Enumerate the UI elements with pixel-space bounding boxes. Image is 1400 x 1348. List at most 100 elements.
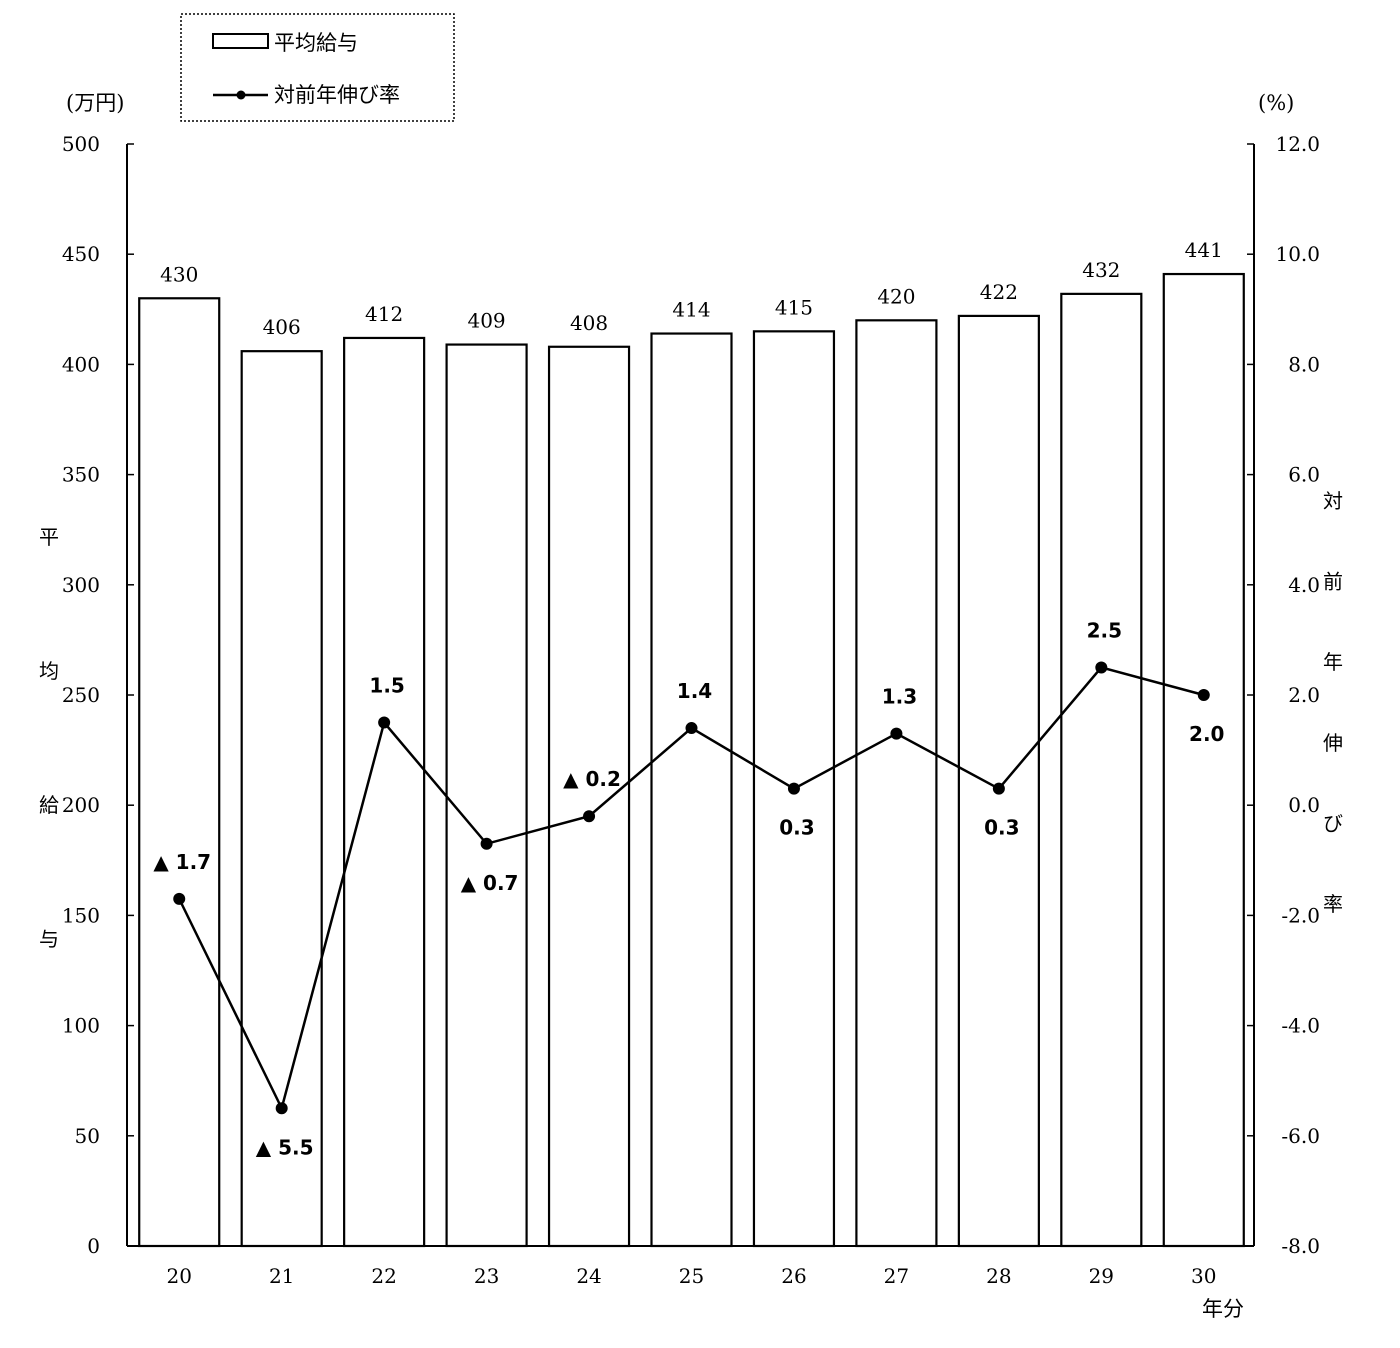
right-axis-title-char: 前 xyxy=(1323,570,1343,594)
right-axis-unit: (%) xyxy=(1258,91,1294,115)
right-axis-title-char: 率 xyxy=(1323,892,1343,916)
right-axis-title-char: 年 xyxy=(1323,650,1343,674)
bar xyxy=(240,350,323,1248)
right-axis-tick-label: 6.0 xyxy=(1288,463,1320,487)
left-axis-tick-label: 400 xyxy=(62,352,100,376)
x-axis-tick-label: 21 xyxy=(269,1264,294,1288)
data-label: 1.3 xyxy=(882,685,917,709)
bar-value-label: 406 xyxy=(263,315,301,339)
x-axis-tick-label: 30 xyxy=(1191,1264,1216,1288)
legend-label-line: 対前年伸び率 xyxy=(274,83,400,107)
right-axis-title-char: 対 xyxy=(1323,489,1343,513)
bar xyxy=(650,332,733,1248)
x-axis-tick-label: 24 xyxy=(576,1264,601,1288)
left-axis-tick-label: 100 xyxy=(62,1014,100,1038)
x-axis-tick-label: 29 xyxy=(1089,1264,1114,1288)
data-label: 2.5 xyxy=(1087,618,1122,642)
bar-value-label: 412 xyxy=(365,302,403,326)
legend-label-bar: 平均給与 xyxy=(274,31,358,55)
bar-value-label: 409 xyxy=(467,309,505,333)
left-axis-tick-label: 300 xyxy=(62,573,100,597)
bar xyxy=(138,297,221,1248)
data-label: 2.0 xyxy=(1189,722,1224,746)
right-axis-tick-label: 8.0 xyxy=(1288,352,1320,376)
data-point xyxy=(1197,689,1210,701)
left-axis-title-char: 与 xyxy=(39,927,59,951)
left-axis-tick-label: 0 xyxy=(87,1234,100,1258)
left-axis-title-char: 給 xyxy=(39,793,59,817)
right-axis-tick-label: 0.0 xyxy=(1288,793,1320,817)
left-axis: 0 50 100 150 200 250 300 350 400 450 500 xyxy=(62,132,134,1258)
data-label: ▲ 5.5 xyxy=(256,1135,314,1159)
right-axis-tick-label: -2.0 xyxy=(1281,903,1320,927)
bar-value-label: 414 xyxy=(672,298,710,322)
bar-value-label: 422 xyxy=(980,280,1018,304)
left-axis-tick-label: 450 xyxy=(62,242,100,266)
x-axis-tick-label: 25 xyxy=(679,1264,704,1288)
bar xyxy=(1162,272,1245,1248)
data-point xyxy=(1095,661,1108,674)
data-label: 0.3 xyxy=(779,816,814,840)
right-axis-tick-label: 12.0 xyxy=(1275,132,1320,156)
x-axis-tick-labels: 20 21 22 23 24 25 26 27 28 29 30 xyxy=(167,1264,1217,1288)
data-point xyxy=(890,727,903,740)
data-point xyxy=(992,782,1005,795)
bar xyxy=(957,314,1040,1248)
bar xyxy=(343,336,426,1248)
right-axis-tick-label: -4.0 xyxy=(1281,1014,1320,1038)
right-axis-tick-label: 2.0 xyxy=(1288,683,1320,707)
x-axis-tick-label: 22 xyxy=(371,1264,396,1288)
x-axis-tick-label: 26 xyxy=(781,1264,806,1288)
line-series: ▲ 1.7 ▲ 5.5 1.5 ▲ 0.7 ▲ 0.2 1.4 0.3 1.3 0.3 2.5 2.… xyxy=(153,618,1224,1159)
x-axis-tick-label: 27 xyxy=(884,1264,909,1288)
bar-value-label: 441 xyxy=(1185,238,1223,262)
left-axis-tick-label: 200 xyxy=(62,793,100,817)
left-axis-title: 平均給与 xyxy=(39,525,59,951)
data-label: 1.5 xyxy=(369,674,404,698)
right-axis-title: 対前年伸び率 xyxy=(1323,489,1343,916)
data-label: 0.3 xyxy=(984,816,1019,840)
bar xyxy=(547,345,631,1248)
right-axis-tick-label: -8.0 xyxy=(1281,1234,1320,1258)
legend-frame xyxy=(180,13,455,122)
data-point xyxy=(275,1102,288,1115)
data-point xyxy=(378,716,391,729)
right-axis-title-char: 伸 xyxy=(1323,731,1343,755)
data-label: 1.4 xyxy=(677,679,712,703)
left-axis-unit: (万円) xyxy=(66,91,124,115)
data-point xyxy=(173,892,186,905)
data-point xyxy=(685,722,698,735)
x-axis-tick-label: 28 xyxy=(986,1264,1011,1288)
data-label: ▲ 0.2 xyxy=(563,767,621,791)
left-axis-tick-label: 50 xyxy=(75,1124,100,1148)
legend-marker-icon xyxy=(236,90,246,100)
bar-value-label: 432 xyxy=(1082,258,1120,282)
data-label: ▲ 0.7 xyxy=(461,871,519,895)
bar xyxy=(445,343,528,1248)
x-axis-tick-label: 23 xyxy=(474,1264,499,1288)
x-axis-unit: 年分 xyxy=(1202,1297,1244,1321)
data-point xyxy=(583,810,596,823)
left-axis-tick-label: 150 xyxy=(62,903,100,927)
left-axis-tick-label: 350 xyxy=(62,463,100,487)
data-point xyxy=(480,837,493,850)
legend-bar-swatch xyxy=(212,33,269,49)
right-axis-tick-label: 4.0 xyxy=(1288,573,1320,597)
legend: 平均給与 対前年伸び率 xyxy=(180,13,455,122)
bar xyxy=(855,319,938,1248)
right-axis-title-char: び xyxy=(1323,811,1343,835)
data-label: ▲ 1.7 xyxy=(153,850,211,874)
left-axis-tick-label: 500 xyxy=(62,132,100,156)
bar-series: 430 406 412 409 408 414 415 420 422 432 441 xyxy=(138,238,1245,1248)
x-axis-tick-label: 20 xyxy=(167,1264,192,1288)
bar xyxy=(1060,292,1143,1248)
bar-value-label: 415 xyxy=(775,295,813,319)
bar-value-label: 420 xyxy=(877,284,915,308)
bar-value-label: 408 xyxy=(570,311,608,335)
right-axis: -8.0 -6.0 -4.0 -2.0 0.0 2.0 4.0 6.0 8.0 10.0 12.0 xyxy=(1247,132,1320,1258)
bar-value-label: 430 xyxy=(160,262,198,286)
right-axis-tick-label: -6.0 xyxy=(1281,1124,1320,1148)
left-axis-title-char: 平 xyxy=(39,525,59,549)
right-axis-tick-label: 10.0 xyxy=(1275,242,1320,266)
